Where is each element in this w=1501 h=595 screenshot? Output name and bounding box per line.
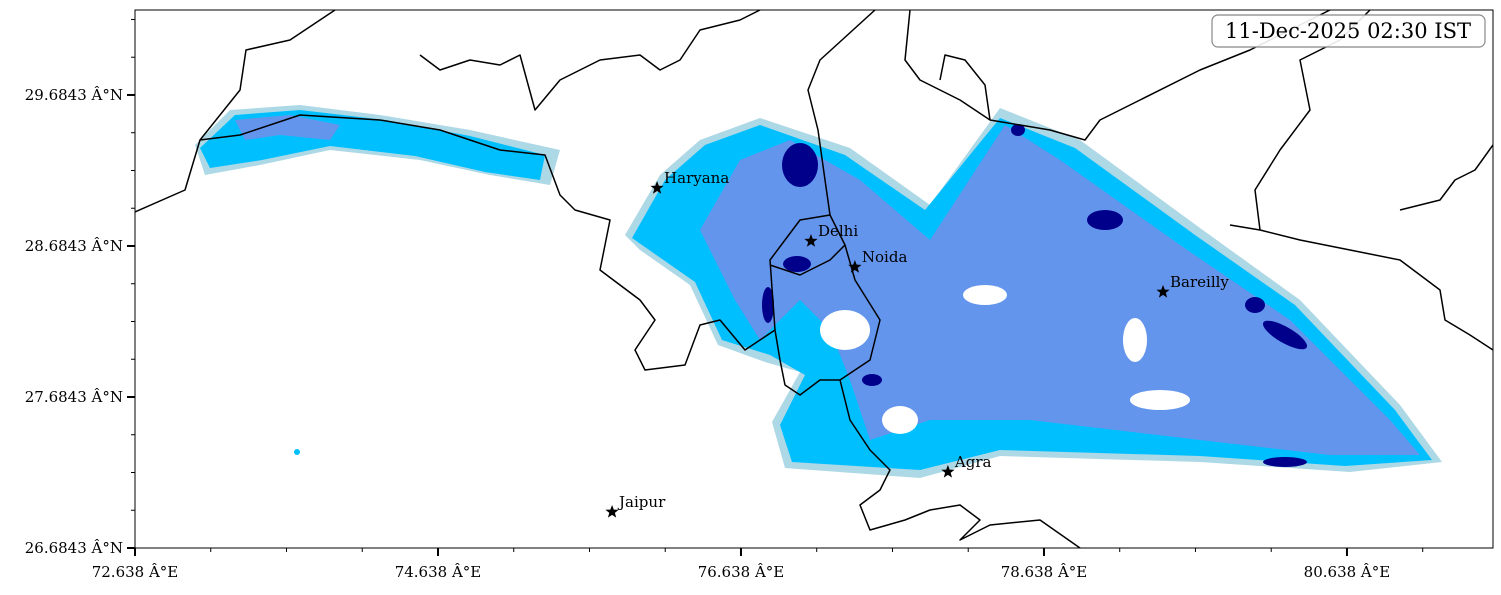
border-line <box>839 379 1081 548</box>
rain-heavy <box>235 115 340 140</box>
timestamp-box <box>1211 14 1486 48</box>
city-label: Delhi <box>818 222 858 240</box>
x-tick-label: 76.638 Â°E <box>698 563 785 581</box>
city-marker <box>605 505 619 518</box>
rain-intense <box>1087 210 1123 230</box>
border-line <box>1399 144 1493 211</box>
city-label: Jaipur <box>617 493 666 511</box>
border-line <box>939 54 991 121</box>
city-marker <box>650 181 664 194</box>
rain-gap <box>882 406 918 434</box>
rain-intense <box>1011 124 1025 136</box>
rain-moderate <box>294 449 300 455</box>
city-label: Agra <box>954 453 992 471</box>
y-tick-label: 28.6843 Â°N <box>25 237 123 255</box>
border-line <box>769 214 846 276</box>
timestamp: 11-Dec-2025 02:30 IST <box>1225 19 1471 43</box>
city-marker <box>804 234 818 247</box>
rain-intense <box>782 143 818 187</box>
rain-intense <box>1263 457 1307 467</box>
city-marker <box>941 464 955 478</box>
x-tick-label: 80.638 Â°E <box>1304 563 1391 581</box>
rain-intense <box>862 374 882 386</box>
border-line <box>419 10 761 111</box>
rain-gap <box>1123 318 1147 362</box>
border-line <box>1229 224 1493 351</box>
y-tick-label: 27.6843 Â°N <box>25 388 123 406</box>
city-marker <box>848 260 862 273</box>
plot-frame <box>134 9 1494 549</box>
city-marker <box>1156 284 1170 298</box>
border-line <box>904 10 1331 141</box>
border-line <box>774 244 881 396</box>
y-tick-label: 26.6843 Â°N <box>25 539 123 557</box>
precipitation-field <box>195 105 1442 478</box>
rain-gap <box>1130 390 1190 410</box>
y-tick-label: 29.6843 Â°N <box>25 86 123 104</box>
border-line <box>199 10 876 371</box>
x-tick-label: 78.638 Â°E <box>1001 563 1088 581</box>
rain-intense <box>783 256 811 272</box>
city-label: Bareilly <box>1170 273 1229 291</box>
rain-intense <box>1245 297 1265 313</box>
rain-intense <box>762 287 774 323</box>
city-label: Haryana <box>664 169 729 187</box>
border-line <box>135 10 336 213</box>
x-tick-label: 72.638 Â°E <box>92 563 179 581</box>
axes: 72.638 Â°E 74.638 Â°E 76.638 Â°E 78.638 Â°E… <box>25 18 1424 581</box>
rain-intense <box>1262 320 1308 350</box>
rain-gap <box>963 285 1007 305</box>
city-label: Noida <box>862 248 908 266</box>
x-tick-label: 74.638 Â°E <box>395 563 482 581</box>
rain-gap <box>820 310 870 350</box>
rain-heavy <box>700 125 1420 455</box>
